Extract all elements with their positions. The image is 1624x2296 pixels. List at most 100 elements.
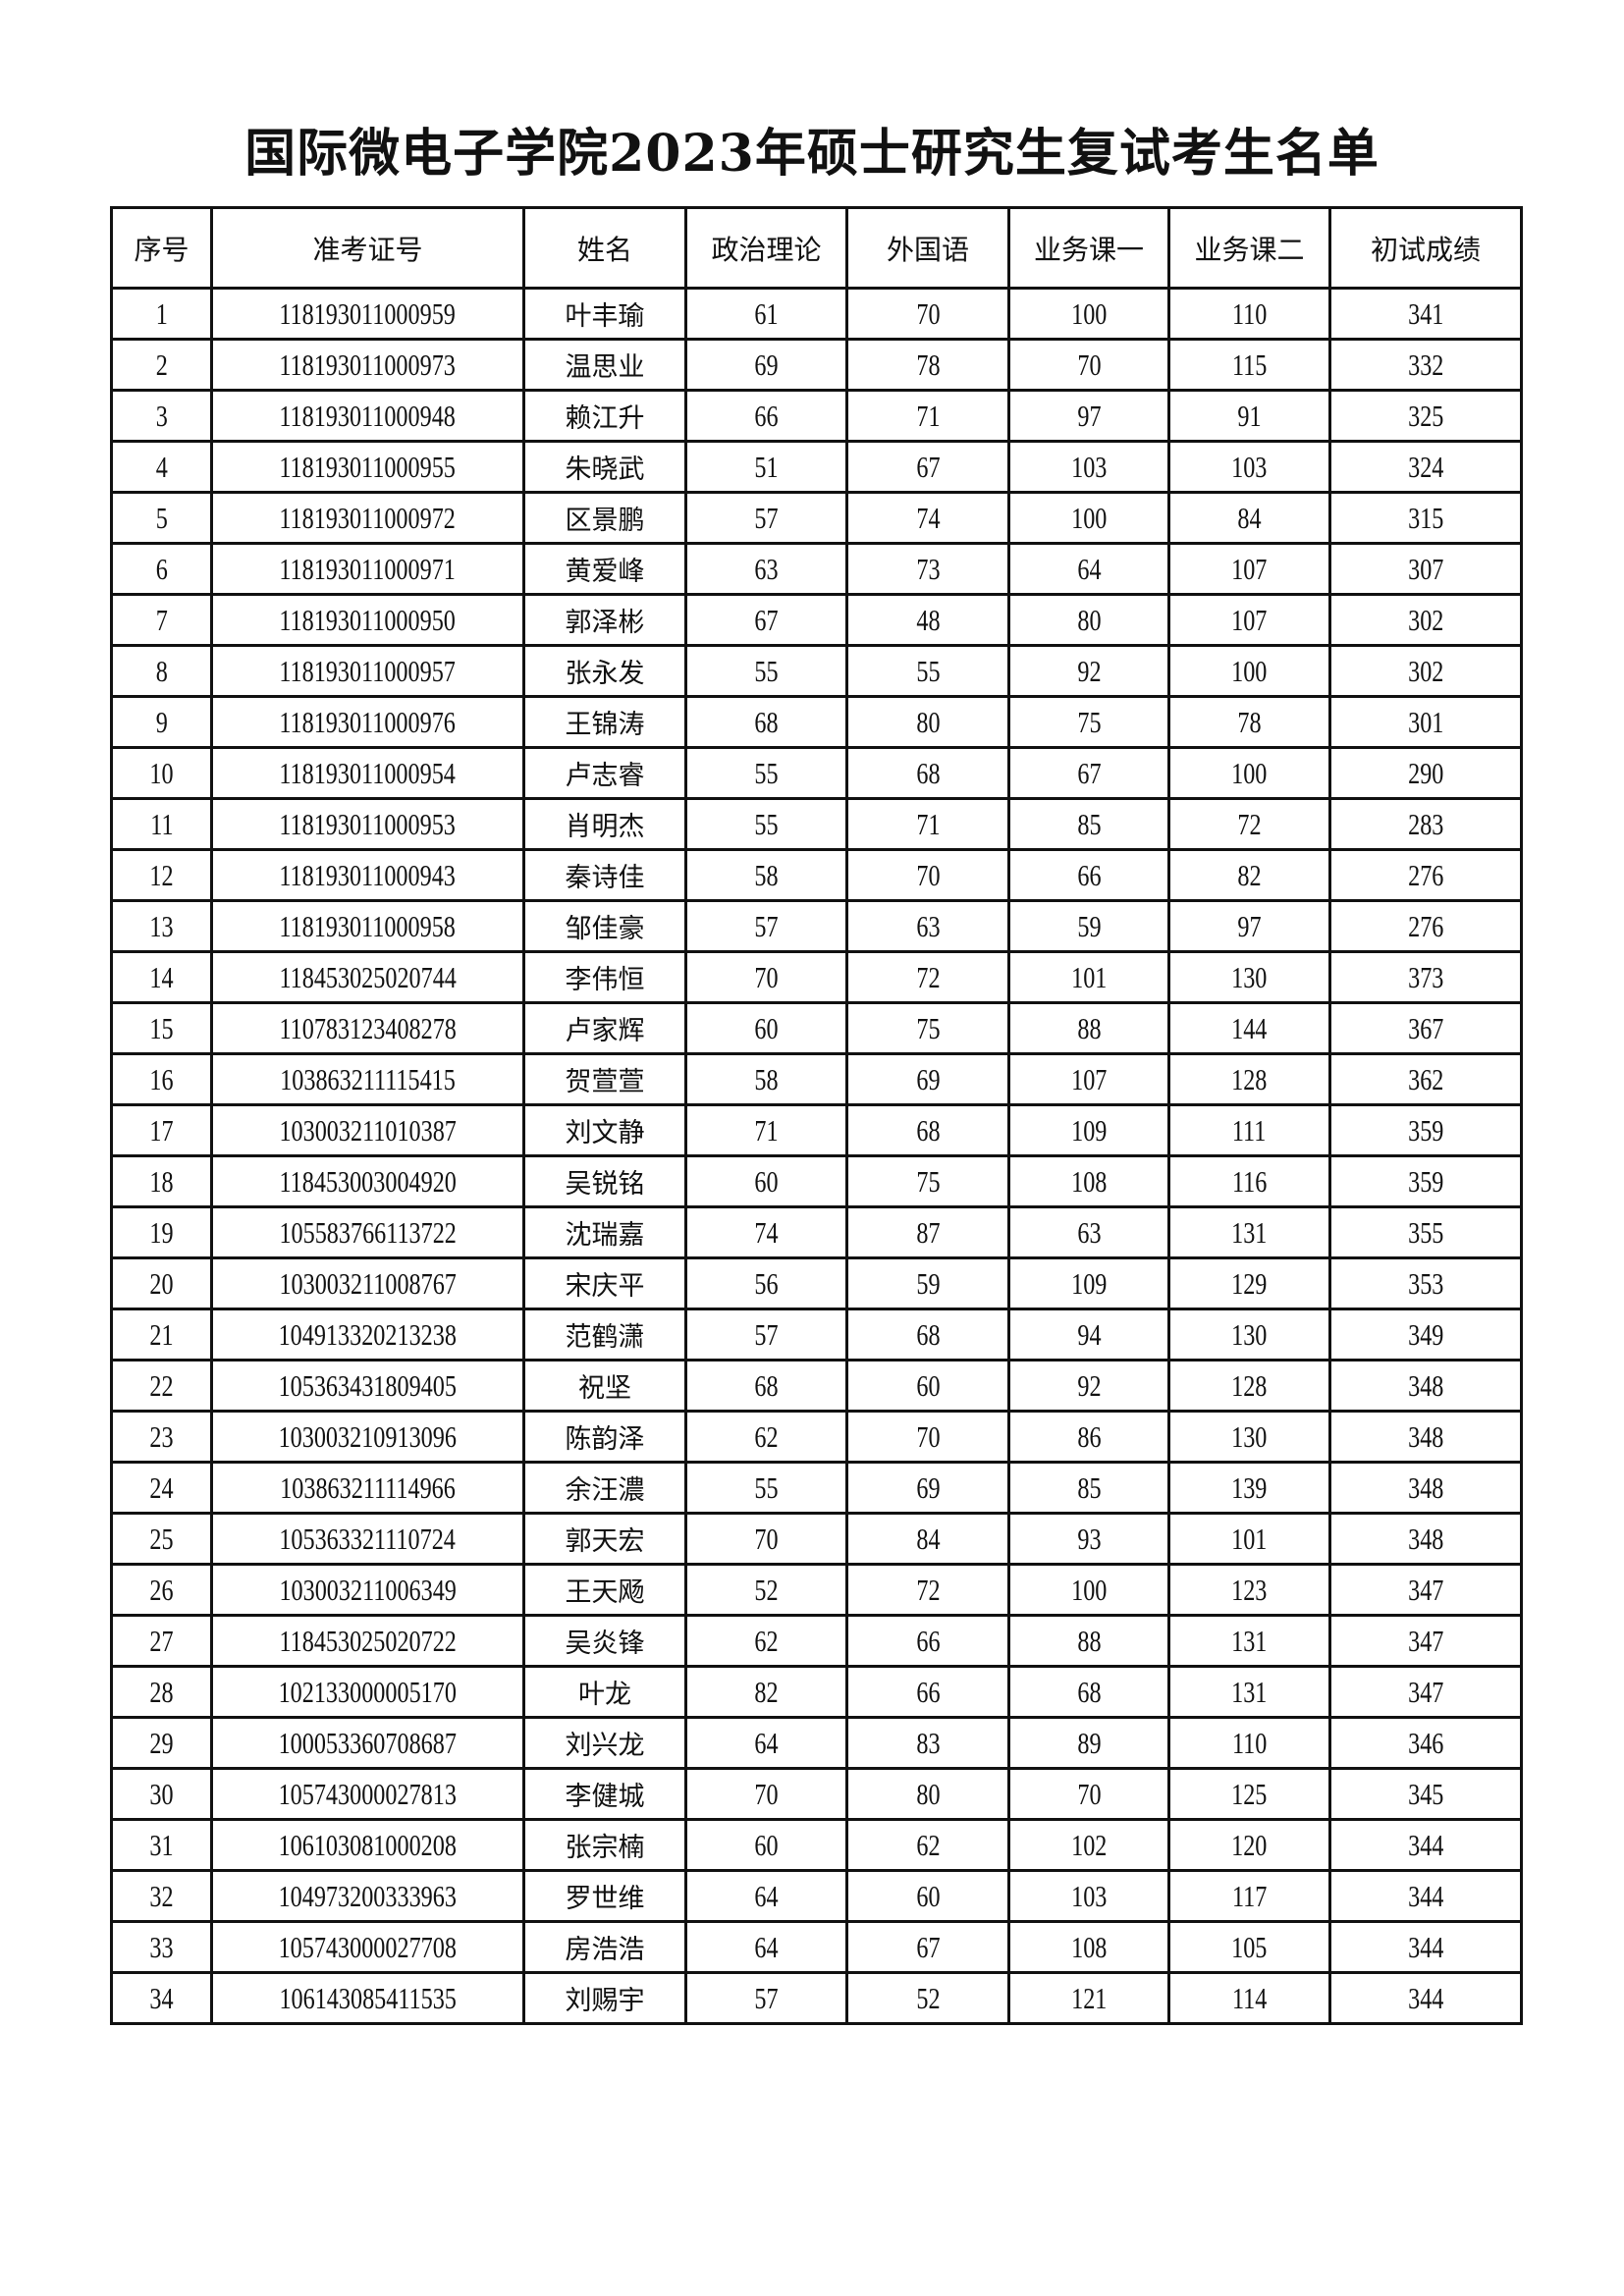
cell-name: 范鹤潇 [522,1308,687,1362]
index-value: 32 [149,1878,174,1913]
total-score-value: 362 [1407,1061,1444,1096]
table-row: 24 103863211114966 余汪濃 55 69 85 139 348 [110,1461,1523,1515]
foreign-language-value: 80 [915,704,941,739]
cell-foreign-language: 48 [845,593,1010,647]
cell-exam-id: 106103081000208 [210,1818,525,1872]
cell-name: 卢志睿 [522,746,687,800]
foreign-language-value: 66 [915,1674,941,1709]
header-name: 姓名 [522,206,687,290]
cell-subject-two: 114 [1167,1971,1331,2025]
cell-name: 肖明杰 [522,797,687,851]
politics-value: 67 [754,602,779,637]
cell-exam-id: 103003210913096 [210,1410,525,1464]
index-value: 29 [149,1725,174,1760]
cell-exam-id: 100053360708687 [210,1716,525,1770]
cell-total-score: 373 [1328,950,1523,1004]
cell-subject-two: 139 [1167,1461,1331,1515]
cell-index: 10 [110,746,213,800]
cell-total-score: 344 [1328,1971,1523,2025]
cell-total-score: 324 [1328,440,1523,494]
cell-politics: 55 [684,644,848,698]
total-score-value: 344 [1407,1827,1444,1862]
table-row: 27 118453025020722 吴炎锋 62 66 88 131 347 [110,1614,1523,1668]
name-value: 黄爱峰 [565,557,645,587]
table-row: 28 102133000005170 叶龙 82 66 68 131 347 [110,1665,1523,1719]
subject-two-value: 120 [1231,1827,1268,1862]
cell-name: 刘文静 [522,1103,687,1157]
cell-total-score: 276 [1328,899,1523,953]
cell-exam-id: 110783123408278 [210,1001,525,1055]
foreign-language-value: 67 [915,449,941,484]
cell-index: 16 [110,1052,213,1106]
index-value: 13 [149,908,174,943]
cell-exam-id: 118193011000955 [210,440,525,494]
subject-one-value: 100 [1070,500,1108,535]
total-score-value: 355 [1407,1214,1444,1250]
name-value: 祝坚 [578,1373,631,1404]
politics-value: 69 [754,347,779,382]
cell-subject-two: 130 [1167,1308,1331,1362]
name-value: 刘文静 [565,1118,645,1148]
name-value: 余汪濃 [565,1475,645,1506]
table-row: 1 118193011000959 叶丰瑜 61 70 100 110 341 [110,287,1523,341]
politics-value: 56 [754,1265,779,1301]
cell-subject-one: 93 [1007,1512,1170,1566]
cell-total-score: 347 [1328,1665,1523,1719]
subject-two-value: 131 [1231,1674,1268,1709]
cell-foreign-language: 70 [845,1410,1010,1464]
cell-name: 宋庆平 [522,1256,687,1310]
cell-subject-one: 109 [1007,1256,1170,1310]
politics-value: 58 [754,857,779,892]
index-value: 5 [155,500,168,535]
cell-exam-id: 118453003004920 [210,1154,525,1208]
total-score-value: 348 [1407,1367,1444,1403]
subject-two-value: 130 [1231,959,1268,994]
cell-subject-one: 70 [1007,1767,1170,1821]
subject-two-value: 103 [1231,449,1268,484]
subject-two-value: 97 [1237,908,1262,943]
cell-politics: 60 [684,1154,848,1208]
table-row: 3 118193011000948 赖江升 66 71 97 91 325 [110,389,1523,443]
cell-subject-two: 78 [1167,695,1331,749]
cell-exam-id: 118193011000953 [210,797,525,851]
name-value: 张宗楠 [565,1833,645,1863]
politics-value: 74 [754,1214,779,1250]
index-value: 31 [149,1827,174,1862]
cell-name: 秦诗佳 [522,848,687,902]
cell-politics: 58 [684,1052,848,1106]
cell-foreign-language: 69 [845,1052,1010,1106]
name-value: 卢家辉 [565,1016,645,1046]
subject-two-value: 131 [1231,1623,1268,1658]
cell-subject-one: 66 [1007,848,1170,902]
cell-name: 刘兴龙 [522,1716,687,1770]
foreign-language-value: 59 [915,1265,941,1301]
cell-exam-id: 103003211010387 [210,1103,525,1157]
cell-politics: 67 [684,593,848,647]
cell-subject-one: 107 [1007,1052,1170,1106]
cell-total-score: 325 [1328,389,1523,443]
total-score-value: 315 [1407,500,1444,535]
cell-index: 17 [110,1103,213,1157]
total-score-value: 302 [1407,602,1444,637]
cell-index: 15 [110,1001,213,1055]
header-index: 序号 [110,206,213,290]
subject-two-value: 123 [1231,1572,1268,1607]
cell-subject-two: 107 [1167,593,1331,647]
cell-exam-id: 118193011000976 [210,695,525,749]
index-value: 34 [149,1980,174,2015]
cell-exam-id: 118193011000948 [210,389,525,443]
foreign-language-value: 73 [915,551,941,586]
exam-id-value: 103003211010387 [279,1112,457,1148]
cell-index: 23 [110,1410,213,1464]
subject-one-value: 92 [1076,1367,1102,1403]
cell-name: 余汪濃 [522,1461,687,1515]
cell-name: 郭泽彬 [522,593,687,647]
exam-id-value: 118453025020722 [279,1623,457,1658]
table-row: 6 118193011000971 黄爱峰 63 73 64 107 307 [110,542,1523,596]
subject-one-value: 67 [1076,755,1102,790]
index-value: 9 [155,704,168,739]
subject-one-value: 93 [1076,1521,1102,1556]
cell-name: 黄爱峰 [522,542,687,596]
table-row: 21 104913320213238 范鹤潇 57 68 94 130 349 [110,1308,1523,1362]
cell-foreign-language: 75 [845,1001,1010,1055]
